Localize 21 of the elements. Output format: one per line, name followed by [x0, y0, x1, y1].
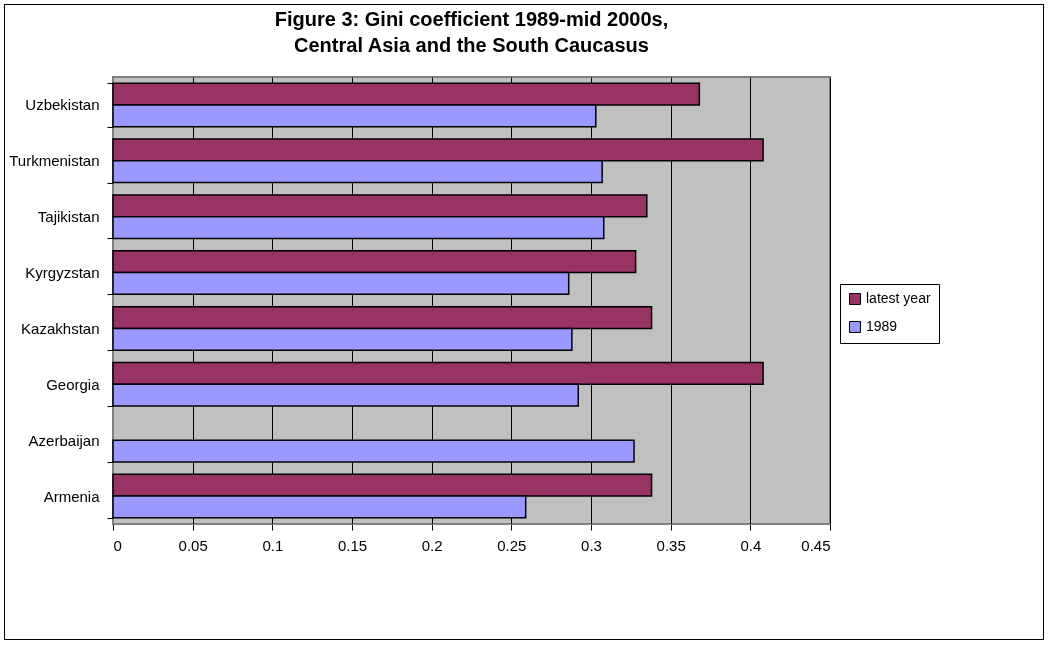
legend-label: 1989: [866, 318, 898, 334]
x-tick-label: 0.05: [178, 536, 208, 554]
y-tick-label: Turkmenistan: [9, 152, 100, 170]
x-tick-label: 0.25: [497, 536, 527, 554]
x-tick-label: 0: [113, 536, 122, 554]
y-tick-label: Armenia: [43, 487, 101, 505]
x-tick-label: 0.15: [337, 536, 368, 554]
x-tick-label: 0.4: [740, 536, 762, 554]
x-tick-label: 0.2: [421, 536, 443, 554]
y-tick-label: Georgia: [46, 375, 101, 393]
y-tick-label: Uzbekistan: [25, 96, 100, 114]
legend-label: latest year: [866, 290, 931, 306]
y-tick-label: Kazakhstan: [21, 319, 100, 337]
x-tick-label: 0.3: [581, 536, 602, 554]
x-tick-label: 0.1: [262, 536, 284, 554]
y-tick-label: Tajikistan: [37, 208, 100, 226]
y-tick-label: Azerbaijan: [28, 431, 100, 449]
x-tick-label: 0.45: [801, 536, 831, 554]
y-tick-label: Kyrgyzstan: [25, 264, 100, 282]
chart-title: Figure 3: Gini coefficient 1989-mid 2000s, Central Asia and the South Caucasus: [274, 8, 669, 56]
x-tick-label: 0.35: [656, 536, 686, 554]
